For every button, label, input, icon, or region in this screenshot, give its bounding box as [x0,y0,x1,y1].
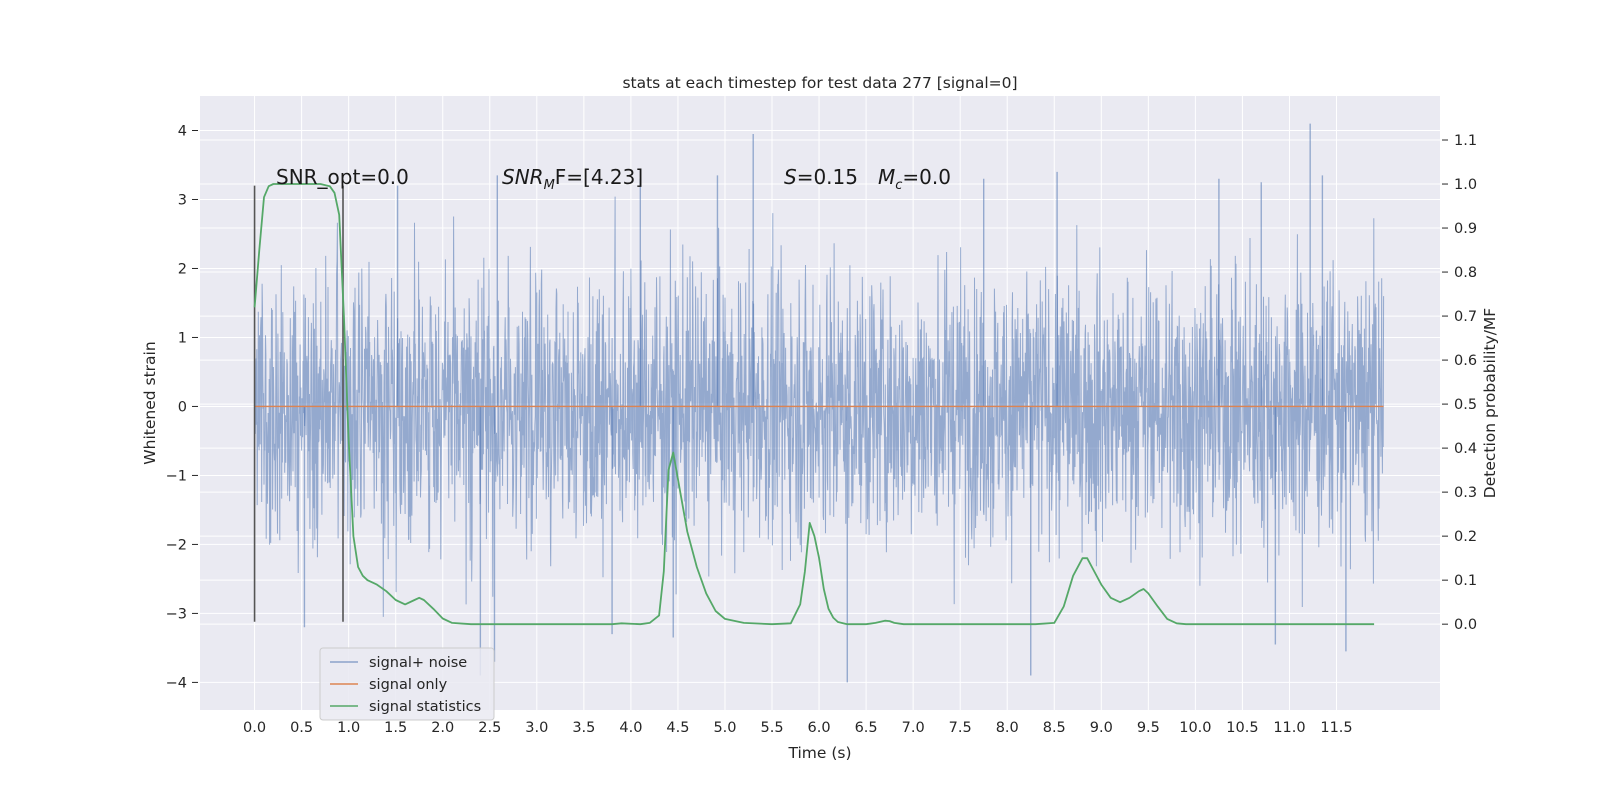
x-tick-label: 5.0 [713,720,736,736]
y-right-tick-label: 1.0 [1454,177,1477,193]
y-right-tick-label: 0.7 [1454,309,1477,325]
y-right-tick-label: 0.1 [1454,573,1477,589]
annotation-snr-opt: SNR_opt=0.0 [276,165,409,189]
legend-label-signal-statistics: signal statistics [369,699,481,715]
y-axis-right-label: Detection probability/MF [1481,308,1499,499]
y-tick-label: 1 [178,330,187,346]
x-tick-label: 1.5 [384,720,407,736]
x-tick-label: 6.5 [855,720,878,736]
y-tick-label: −2 [166,537,187,553]
x-tick-label: 7.5 [949,720,972,736]
x-tick-label: 4.0 [619,720,642,736]
y-right-tick-label: 0.2 [1454,529,1477,545]
y-right-tick-label: 0.5 [1454,397,1477,413]
x-tick-label: 10.5 [1226,720,1258,736]
x-tick-label: 4.5 [666,720,689,736]
x-tick-label: 1.0 [337,720,360,736]
annotation-snr-mf-sub: M [544,178,555,193]
signal-plus-noise-series [254,123,1385,683]
annotation-s-prefix: S [784,165,797,189]
x-tick-label: 5.5 [760,720,783,736]
x-tick-label: 10.0 [1179,720,1211,736]
x-tick-label: 8.5 [1043,720,1066,736]
line-series [253,183,1384,626]
series-signal-plus-noise [254,196,1385,617]
x-tick-label: 0.0 [243,720,266,736]
y-tick-label: −1 [166,468,187,484]
x-tick-label: 3.5 [572,720,595,736]
y-tick-label: −3 [166,606,187,622]
x-tick-label: 9.5 [1137,720,1160,736]
y-tick-label: 2 [178,261,187,277]
x-tick-label: 11.5 [1320,720,1352,736]
annotation-snr-mf: SNRMF=[4.23] [502,165,643,193]
y-right-tick-label: 0.4 [1454,441,1477,457]
annotation-snr-mf-suffix: F=[4.23] [555,165,643,189]
y-right-tick-label: 0.3 [1454,485,1477,501]
annotation-s-suffix: =0.15 [797,165,858,189]
y-right-tick-label: 0.9 [1454,221,1477,237]
annotation-mc: Mc=0.0 [878,165,951,193]
axis-ticks: 0.0 0.5 1.0 1.5 2.0 2.5 3.0 3.5 4.0 4.5 5.0 5.5 6.0 6… [166,123,1477,736]
y-right-tick-label: 1.1 [1454,133,1477,149]
y-axis-label: Whitened strain [141,341,159,464]
annotation-mc-prefix: M [878,165,895,189]
x-tick-label: 3.0 [525,720,548,736]
series-signal-statistics [253,183,1375,626]
annotation-mc-suffix: =0.0 [902,165,951,189]
y-right-tick-label: 0.8 [1454,265,1477,281]
annotation-s: S=0.15 [784,165,858,189]
legend-label-signal-plus-noise: signal+ noise [369,655,467,671]
y-right-tick-label: 0.6 [1454,353,1477,369]
x-tick-label: 9.0 [1090,720,1113,736]
annotation-mc-sub: c [895,178,902,193]
x-tick-label: 0.5 [290,720,313,736]
x-tick-label: 2.5 [478,720,501,736]
y-tick-label: −4 [166,675,187,691]
annotation-snr-mf-prefix: SNR [502,165,544,189]
legend: signal+ noise signal only signal statist… [319,647,495,721]
x-tick-label: 7.0 [902,720,925,736]
x-tick-label: 6.0 [808,720,831,736]
legend-box [319,647,495,721]
y-right-tick-label: 0.0 [1454,617,1477,633]
y-tick-label: 0 [178,399,187,415]
x-axis-label: Time (s) [787,744,851,762]
x-tick-label: 11.0 [1273,720,1305,736]
chart-title: stats at each timestep for test data 277… [622,74,1017,92]
y-tick-label: 3 [178,192,187,208]
x-tick-label: 2.0 [431,720,454,736]
y-tick-label: 4 [178,123,187,139]
legend-label-signal-only: signal only [369,677,448,693]
x-tick-label: 8.0 [996,720,1019,736]
